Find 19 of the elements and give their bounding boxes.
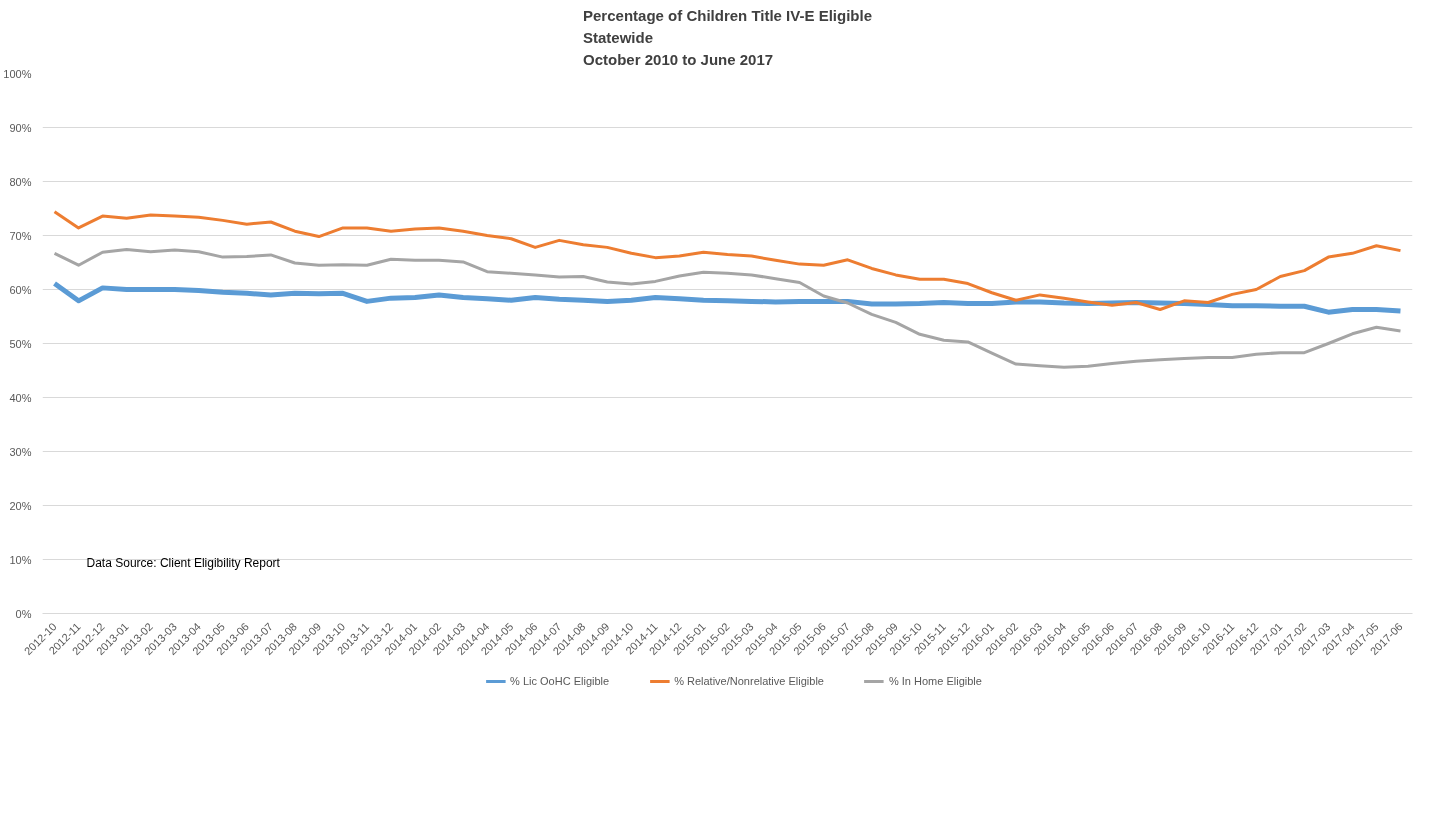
y-tick-label: 0% — [15, 607, 32, 620]
y-tick-label: 60% — [9, 283, 32, 296]
legend-label: % Relative/Nonrelative Eligible — [674, 675, 824, 687]
line-series — [53, 248, 1402, 369]
y-tick-label: 40% — [9, 391, 32, 404]
y-tick-label: 70% — [9, 229, 32, 242]
y-tick-label: 90% — [9, 121, 32, 134]
y-tick-label: 30% — [9, 445, 32, 458]
legend-label: % In Home Eligible — [888, 675, 982, 687]
y-tick-label: 80% — [9, 175, 32, 188]
y-tick-label: 100% — [3, 67, 32, 80]
y-tick-label: 10% — [9, 553, 32, 566]
annotation: Data Source: Client Eligibility Report — [86, 555, 281, 570]
chart-title: Percentage of Children Title IV-E Eligible — [583, 7, 872, 25]
y-tick-label: 50% — [9, 337, 32, 350]
chart-subtitle: Statewide October 2010 to June 2017 — [583, 29, 774, 69]
line-series — [53, 210, 1402, 311]
legend-label: % Lic OoHC Eligible — [510, 675, 610, 687]
y-tick-label: 20% — [9, 499, 32, 512]
